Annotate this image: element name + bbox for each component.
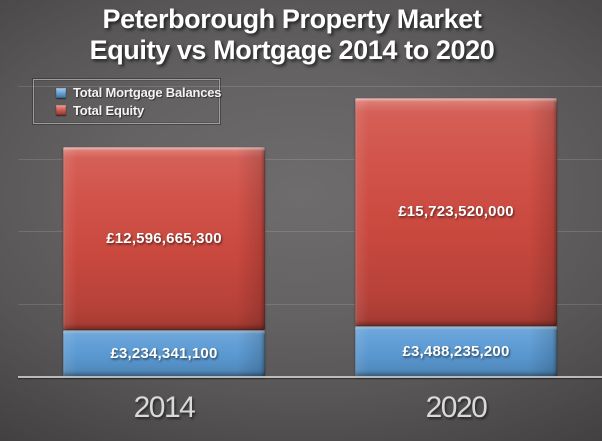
chart-title-line2: Equity vs Mortgage 2014 to 2020 [89,34,495,65]
legend-item-equity: Total Equity [56,103,219,118]
gridline [18,231,602,232]
data-label-mortgage-2014: £3,234,341,100 [110,344,218,362]
x-axis-label-2020: 2020 [425,391,488,424]
gridline [18,86,602,87]
bar-2014: £3,234,341,100 £12,596,665,300 [63,87,265,377]
legend-items: Total Mortgage Balances Total Equity [56,83,222,120]
x-axis-label-2014: 2014 [133,391,196,424]
bar-2020: £3,488,235,200 £15,723,520,000 [355,87,557,377]
legend-label-mortgage: Total Mortgage Balances [73,85,222,101]
legend-swatch-mortgage-icon [56,87,66,98]
data-label-equity-2014: £12,596,665,300 [106,229,222,247]
plot-area: £3,234,341,100 £12,596,665,300 £3,488,235,… [18,86,602,378]
data-label-equity-2020: £15,723,520,000 [398,203,514,221]
data-label-mortgage-2020: £3,488,235,200 [402,342,510,360]
chart-title-line1: Peterborough Property Market [102,4,482,34]
legend-label-equity: Total Equity [73,102,145,118]
bar-segment-mortgage-2020: £3,488,235,200 [355,326,557,377]
legend: Total Mortgage Balances Total Equity [33,79,222,124]
bar-segment-mortgage-2014: £3,234,341,100 [63,330,265,377]
gridline [18,303,602,305]
x-axis-line [18,376,602,378]
bar-segment-equity-2014: £12,596,665,300 [63,147,265,331]
legend-item-mortgage: Total Mortgage Balances [56,85,222,101]
legend-swatch-equity-icon [56,105,66,116]
gridline [18,158,602,160]
chart-title: Peterborough Property Market Equity vs M… [0,4,584,65]
bar-segment-equity-2020: £15,723,520,000 [355,98,557,327]
